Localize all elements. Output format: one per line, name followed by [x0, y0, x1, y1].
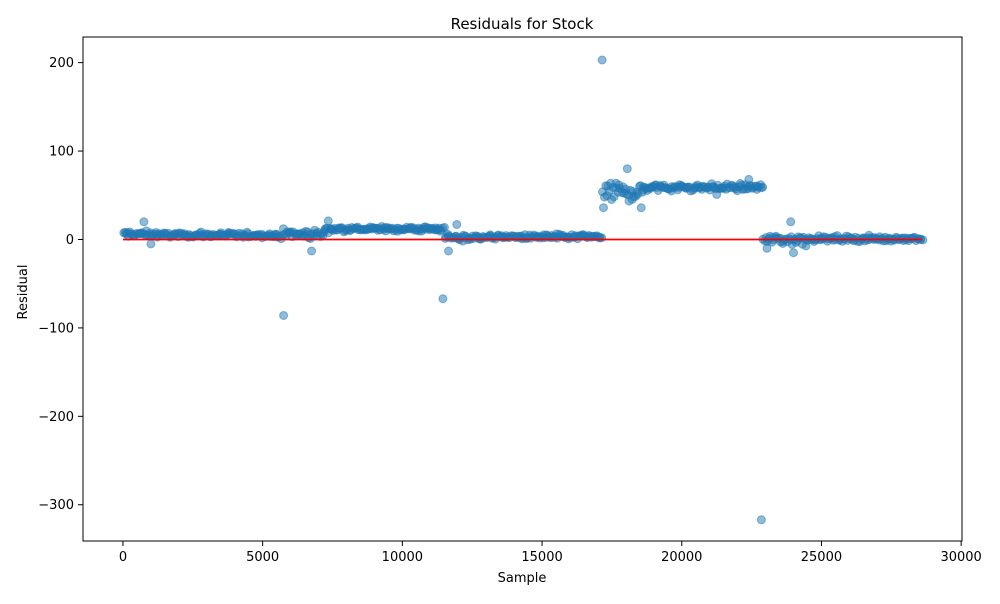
x-tick-label: 30000 [940, 550, 981, 565]
outlier-point [323, 216, 333, 226]
y-tick-label: −300 [38, 498, 74, 513]
x-tick-label: 5000 [246, 550, 279, 565]
outlier-point [438, 294, 448, 304]
outlier-point [139, 217, 149, 227]
data-point [440, 222, 449, 232]
y-tick-label: −100 [38, 321, 74, 336]
outlier-point [762, 243, 772, 253]
data-point [758, 182, 768, 192]
outlier-point [756, 515, 766, 525]
chart-title: Residuals for Stock [451, 15, 594, 33]
outlier-point [789, 248, 798, 258]
x-tick-label: 10000 [382, 550, 423, 565]
outlier-point [146, 239, 156, 249]
x-tick-label: 15000 [521, 550, 562, 565]
outlier-point [744, 174, 754, 184]
outlier-point [599, 203, 608, 213]
outlier-point [786, 217, 796, 227]
x-tick-label: 25000 [801, 550, 842, 565]
y-tick-label: 100 [49, 145, 74, 160]
outlier-point [636, 203, 646, 213]
outlier-point [597, 55, 607, 65]
outlier-point [279, 311, 289, 320]
plot-frame [82, 36, 963, 542]
y-tick-label: 200 [49, 56, 74, 71]
axes: 0 5000 10000 15000 20000 25000 30000 −300 −200 −1… [38, 36, 982, 565]
data-point [597, 233, 607, 243]
x-axis-label: Sample [498, 571, 547, 586]
y-axis-label: Residual [16, 265, 31, 320]
x-tick-label: 20000 [661, 550, 702, 565]
outlier-point [444, 246, 453, 256]
outlier-point [307, 246, 317, 256]
data-points [119, 55, 928, 525]
x-tick-label: 0 [119, 550, 127, 565]
y-tick-label: −200 [38, 410, 74, 425]
outlier-point [712, 189, 722, 199]
outlier-point [452, 220, 462, 229]
y-tick-label: 0 [66, 233, 74, 248]
outlier-point [622, 164, 632, 174]
